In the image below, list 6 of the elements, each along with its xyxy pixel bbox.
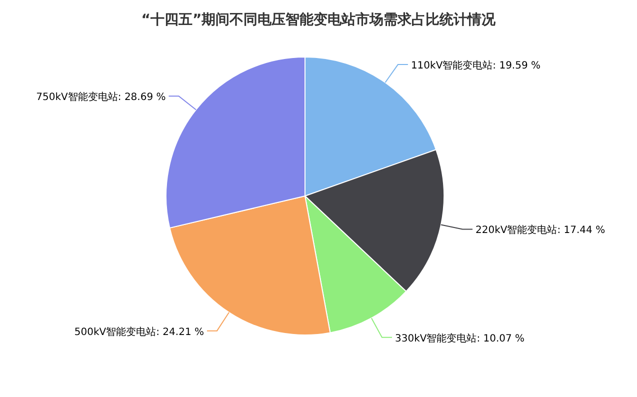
chart-title: “十四五”期间不同电压智能变电站市场需求占比统计情况 [141,11,497,28]
slice-label: 330kV智能变电站: 10.07 % [394,332,525,344]
slice-label: 500kV智能变电站: 24.21 % [74,326,204,338]
slice-label: 220kV智能变电站: 17.44 % [476,224,606,236]
slice-label: 750kV智能变电站: 28.69 % [36,91,166,104]
slice-label: 110kV智能变电站: 19.59 % [410,60,541,72]
